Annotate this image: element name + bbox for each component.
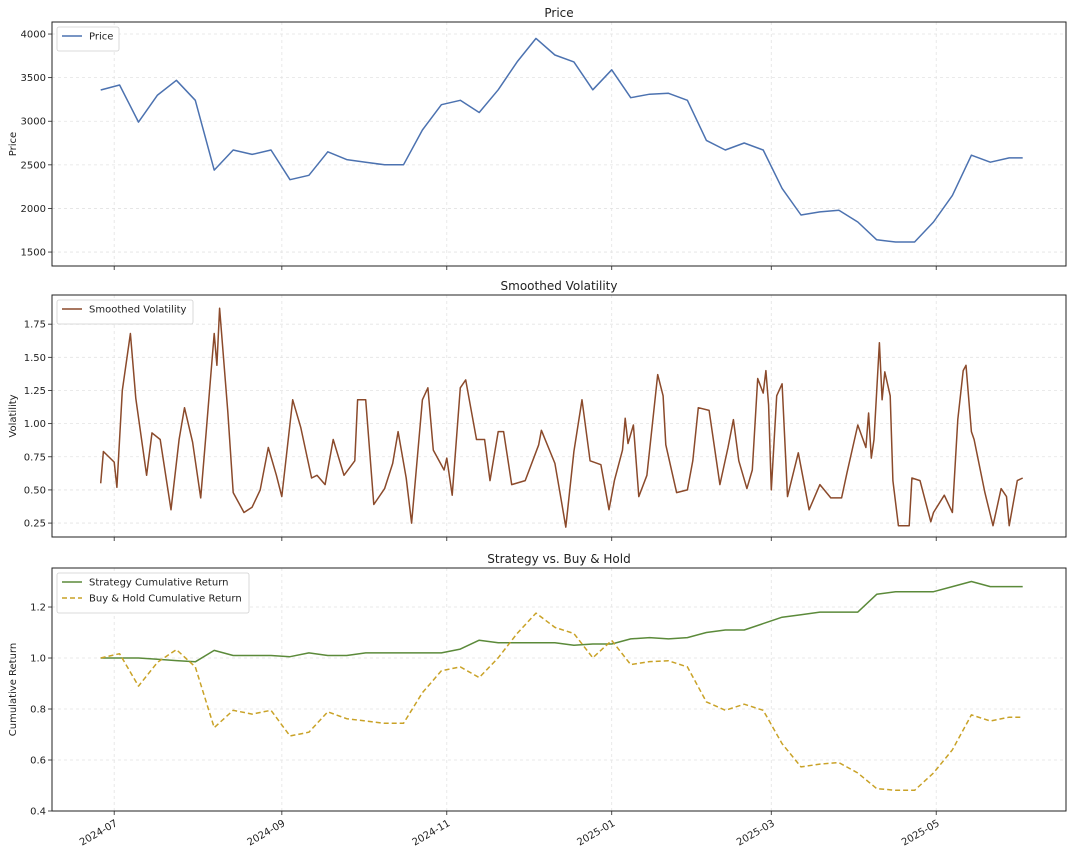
y-tick-label: 1.00 <box>24 419 46 430</box>
series-line-strategy <box>100 580 1023 663</box>
y-tick-label: 2500 <box>21 160 46 171</box>
subplot-2: 0.4 0.6 0.8 1.0 1.2 2024-07 2024-09 2024-11 2025… <box>8 552 1067 848</box>
series-line-volatility <box>99 307 1024 528</box>
y-tick-label: 0.6 <box>30 756 46 767</box>
y-tick-label: 1.2 <box>30 603 46 614</box>
axes-frame <box>51 567 1067 812</box>
y-tick-label: 0.75 <box>24 452 46 463</box>
x-tick-label: 2025-03 <box>735 818 777 848</box>
legend-label: Smoothed Volatility <box>89 305 187 316</box>
series-line-price <box>100 37 1023 243</box>
y-tick-label: 1500 <box>21 248 46 259</box>
y-tick-label: 0.4 <box>30 807 46 818</box>
y-tick-label: 0.25 <box>24 519 46 530</box>
legend-label: Strategy Cumulative Return <box>89 578 228 589</box>
y-tick-label: 1.50 <box>24 353 46 364</box>
y-axis-label: Cumulative Return <box>8 643 19 736</box>
legend: Smoothed Volatility <box>56 299 194 325</box>
legend-box <box>56 299 194 325</box>
subplot-0: 1500 2000 2500 3000 3500 4000 Price Price Price <box>8 6 1067 270</box>
legend-box <box>56 572 250 614</box>
subplot-title: Price <box>544 6 573 20</box>
legend: Price <box>56 26 120 52</box>
y-tick-label: 2000 <box>21 204 46 215</box>
legend-label: Buy & Hold Cumulative Return <box>89 594 242 605</box>
y-axis-label: Volatility <box>8 394 19 437</box>
y-tick-label: 1.0 <box>30 654 46 665</box>
subplot-1: 0.25 0.50 0.75 1.00 1.25 1.50 1.75 Smoothed Vol… <box>8 279 1067 541</box>
y-tick-label: 3500 <box>21 73 46 84</box>
legend-box <box>56 26 120 52</box>
y-tick-label: 0.8 <box>30 705 46 716</box>
x-tick-label: 2024-11 <box>411 818 453 848</box>
x-tick-label: 2024-09 <box>246 818 288 848</box>
x-tick-label: 2025-01 <box>576 818 618 848</box>
y-tick-label: 3000 <box>21 117 46 128</box>
axes-frame <box>51 21 1067 267</box>
legend: Strategy Cumulative Return Buy & Hold Cum… <box>56 572 250 614</box>
subplot-title: Smoothed Volatility <box>501 279 618 293</box>
y-tick-label: 0.50 <box>24 485 46 496</box>
x-tick-label: 2024-07 <box>78 818 120 848</box>
series-line-buy_hold <box>100 612 1023 792</box>
y-tick-label: 4000 <box>21 30 46 41</box>
legend-label: Price <box>89 32 113 43</box>
y-axis-label: Price <box>8 132 19 156</box>
y-tick-label: 1.75 <box>24 320 46 331</box>
x-tick-label: 2025-05 <box>900 818 942 848</box>
subplot-title: Strategy vs. Buy & Hold <box>487 552 630 566</box>
y-tick-label: 1.25 <box>24 386 46 397</box>
axes-frame <box>51 294 1067 538</box>
